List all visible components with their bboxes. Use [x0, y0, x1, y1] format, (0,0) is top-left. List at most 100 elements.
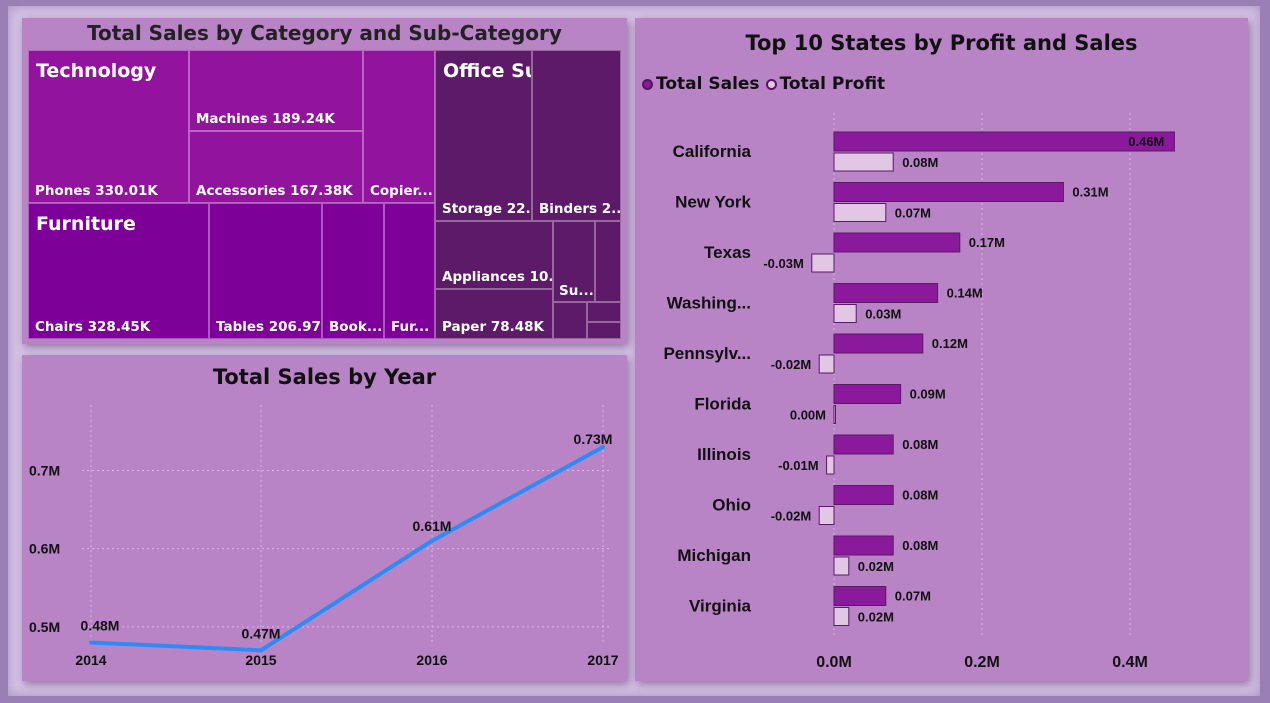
label-accessories: Accessories 167.38K [196, 183, 353, 199]
state-label: Illinois [697, 445, 751, 464]
bar-sales-label: 0.08M [902, 437, 938, 452]
state-label: Washing... [667, 294, 751, 313]
line-point[interactable] [259, 648, 263, 653]
bar-sales-label: 0.17M [969, 235, 1005, 250]
line-chart-panel[interactable]: Total Sales by Year 0.5M 0.6M 0.7M 2014 2015… [22, 355, 627, 681]
bar-sales-label: 0.08M [902, 538, 938, 553]
treemap-title: Total Sales by Category and Sub-Category [87, 21, 562, 45]
bar-chart-panel[interactable]: Top 10 States by Profit and Sales [635, 18, 1248, 681]
bar-profit[interactable] [833, 152, 894, 172]
line-series-sales[interactable] [90, 445, 604, 653]
bar-sales-label: 0.31M [1072, 185, 1108, 200]
bar-sales-label: 0.07M [895, 589, 931, 604]
bar-sales[interactable] [833, 232, 961, 253]
treemap-cell-small-3[interactable] [587, 302, 621, 322]
state-label: Texas [704, 243, 751, 262]
bar-sales[interactable] [833, 333, 924, 354]
bar-profit[interactable] [826, 455, 835, 475]
x-tick-label: 0.0M [816, 654, 852, 671]
bar-sales-label: 0.08M [902, 488, 938, 503]
treemap-cell-copiers[interactable]: Copier... [363, 50, 435, 203]
state-label: Pennsylv... [663, 344, 751, 363]
label-storage: Storage 22... [442, 201, 532, 217]
bar-sales[interactable] [833, 384, 902, 404]
bar-profit-label: 0.02M [858, 559, 894, 574]
line-point[interactable] [89, 640, 93, 645]
x-tick-label: 0.4M [1112, 654, 1148, 671]
state-label: California [673, 142, 752, 161]
line-point[interactable] [601, 445, 605, 449]
legend-dot-profit [765, 78, 777, 90]
label-binders: Binders 2... [539, 201, 621, 217]
bar-profit[interactable] [818, 354, 835, 374]
state-label: Michigan [677, 546, 751, 565]
category-label-technology: Technology [36, 60, 157, 82]
state-label: Florida [694, 395, 751, 414]
treemap-cell-furnishings[interactable]: Fur... [384, 203, 435, 339]
label-phones: Phones 330.01K [35, 183, 158, 199]
treemap-cell-appliances[interactable]: Appliances 10... [435, 221, 553, 289]
bar-profit[interactable] [833, 556, 850, 576]
treemap-cell-paper[interactable]: Paper 78.48K [435, 289, 553, 339]
y-tick-label: 0.6M [29, 541, 60, 557]
treemap[interactable]: Technology Phones 330.01K Machines 189.2… [28, 50, 621, 339]
bar-profit[interactable] [833, 405, 836, 424]
bar-profit-label: 0.07M [895, 206, 931, 221]
treemap-cell-supplies[interactable]: Su... [553, 221, 595, 302]
label-copiers: Copier... [370, 183, 433, 199]
label-appliances: Appliances 10... [442, 269, 553, 285]
treemap-cell-binders[interactable]: Binders 2... [532, 50, 621, 221]
y-tick-label: 0.7M [29, 462, 60, 478]
x-tick-label: 2015 [245, 652, 276, 668]
treemap-cell-bookcases[interactable]: Book... [322, 203, 384, 339]
bar-chart-title: Top 10 States by Profit and Sales [745, 31, 1138, 55]
label-paper: Paper 78.48K [442, 319, 544, 335]
treemap-cell-storage[interactable]: Office Supplies Storage 22... [435, 50, 532, 221]
bar-sales-label: 0.46M [1128, 134, 1164, 149]
label-tables: Tables 206.97K [216, 319, 322, 335]
treemap-cell-tables[interactable]: Tables 206.97K [209, 203, 322, 339]
category-label-office-supplies: Office Supplies [443, 60, 531, 82]
legend-item-profit[interactable]: Total Profit [765, 74, 886, 94]
treemap-cell-accessories[interactable]: Accessories 167.38K [189, 131, 363, 203]
bar-profit-label: -0.03M [763, 256, 803, 271]
bar-profit[interactable] [833, 203, 887, 222]
bar-profit-label: -0.02M [771, 357, 811, 372]
bar-sales[interactable] [833, 485, 894, 505]
bar-sales[interactable] [833, 535, 894, 556]
bar-sales[interactable] [833, 434, 894, 455]
bar-chart-legend: Total Sales Total Profit [642, 74, 891, 94]
treemap-cell-small-1[interactable] [595, 221, 621, 302]
bar-sales[interactable] [833, 283, 939, 303]
state-label: Virginia [689, 597, 752, 616]
x-tick-label: 0.2M [964, 654, 1000, 671]
bar-profit-label: 0.03M [865, 307, 901, 322]
bar-sales[interactable] [833, 182, 1064, 202]
bar-profit-label: 0.02M [858, 610, 894, 625]
label-machines: Machines 189.24K [196, 111, 335, 127]
bar-profit[interactable] [833, 607, 850, 626]
treemap-cell-chairs[interactable]: Furniture Chairs 328.45K [28, 203, 209, 339]
bar-sales-label: 0.09M [910, 387, 946, 402]
line-point[interactable] [430, 538, 434, 543]
line-data-label: 0.61M [413, 518, 452, 534]
treemap-cell-small-4[interactable] [587, 322, 621, 339]
bar-sales[interactable] [833, 586, 887, 606]
treemap-cell-machines[interactable]: Machines 189.24K [189, 50, 363, 131]
treemap-cell-small-2[interactable] [553, 302, 587, 339]
bar-profit[interactable] [833, 304, 857, 323]
legend-item-sales[interactable]: Total Sales [642, 74, 760, 94]
line-data-label: 0.47M [242, 625, 281, 641]
legend-label-profit: Total Profit [779, 74, 886, 94]
line-data-label: 0.73M [574, 431, 613, 447]
bar-profit[interactable] [818, 506, 835, 525]
bar-profit[interactable] [811, 253, 835, 273]
label-chairs: Chairs 328.45K [35, 319, 151, 335]
bar-sales[interactable] [833, 131, 1175, 152]
x-tick-label: 2017 [587, 652, 618, 668]
treemap-cell-phones[interactable]: Technology Phones 330.01K [28, 50, 189, 203]
legend-dot-sales [642, 78, 653, 90]
line-chart-title: Total Sales by Year [212, 365, 437, 389]
line-chart: 0.5M 0.6M 0.7M 2014 2015 2016 2017 0.48M 0.47M 0.… [29, 405, 619, 668]
legend-label-sales: Total Sales [656, 74, 760, 94]
